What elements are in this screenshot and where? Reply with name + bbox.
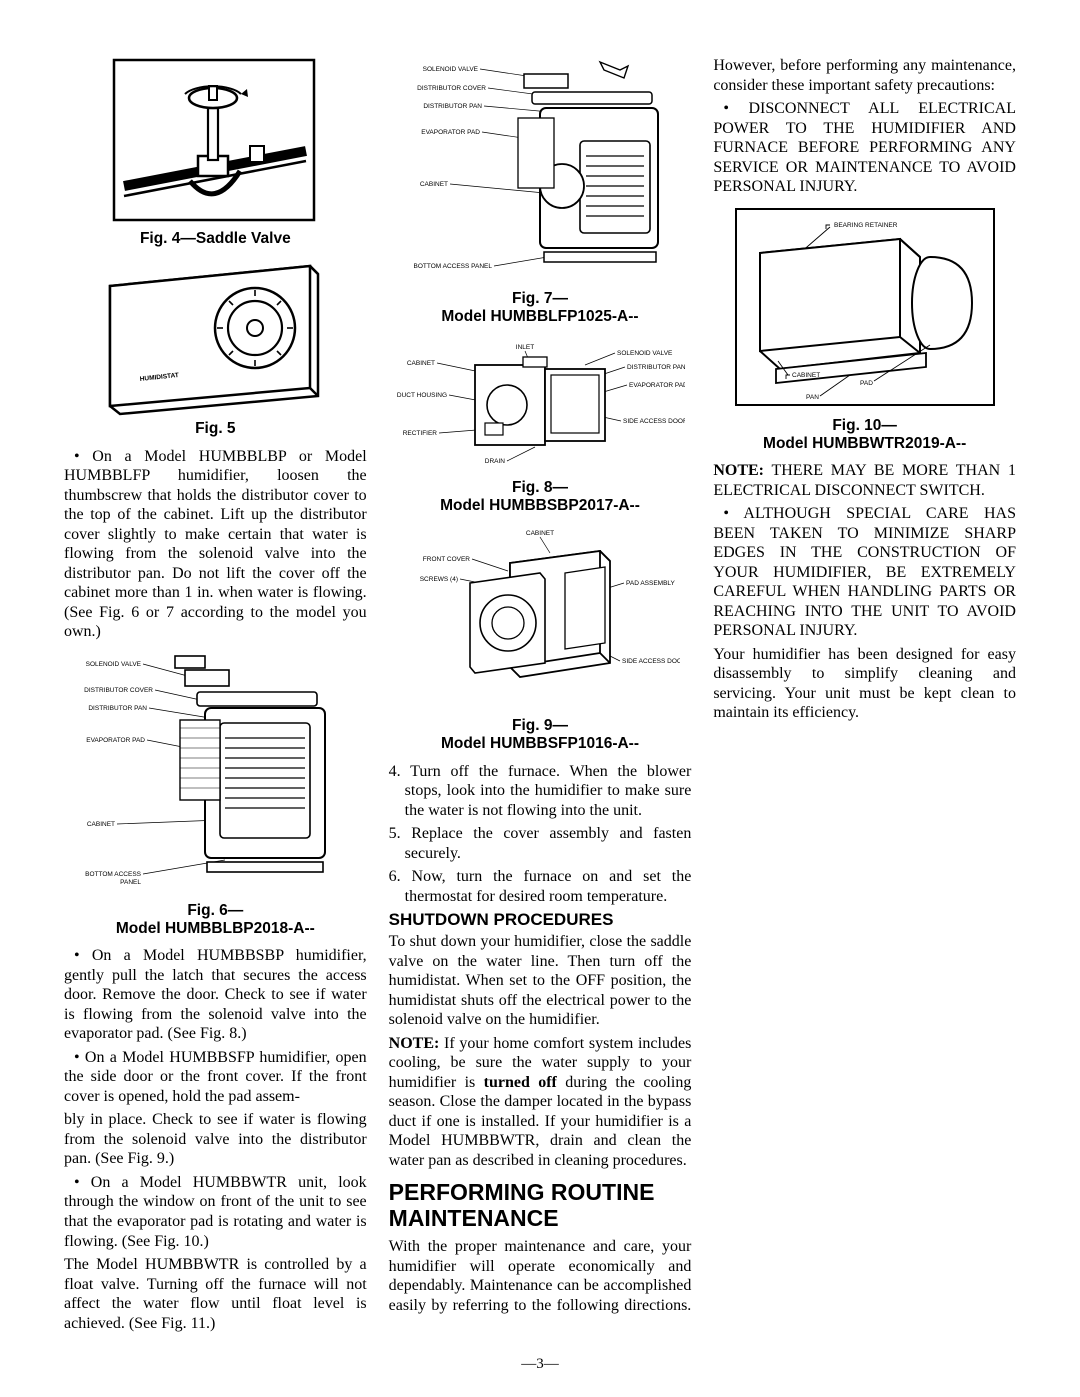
svg-text:CABINET: CABINET	[87, 821, 115, 828]
fig5: HUMIDISTAT	[64, 256, 367, 416]
fig9: CABINET FRONT COVER SCREWS (4) PAD ASSEM…	[389, 523, 692, 713]
col1-p3: • On a Model HUMBBSFP humidifier, open t…	[64, 1048, 367, 1107]
svg-text:DISTRIBUTOR PAN: DISTRIBUTOR PAN	[89, 705, 148, 712]
col2-p3: The Model HUMBBWTR is controlled by a fl…	[64, 1255, 367, 1333]
svg-text:DISTRIBUTOR COVER: DISTRIBUTOR COVER	[417, 85, 486, 92]
page-columns: Fig. 4—Saddle Valve HUMIDISTAT	[64, 56, 1016, 1346]
svg-text:CABINET: CABINET	[526, 530, 554, 537]
svg-text:SOLENOID VALVE: SOLENOID VALVE	[617, 350, 673, 357]
col2-step6: 6. Now, turn the furnace on and set the …	[389, 867, 692, 906]
svg-text:FRONT COVER: FRONT COVER	[423, 556, 470, 563]
fig9-icon: CABINET FRONT COVER SCREWS (4) PAD ASSEM…	[400, 523, 680, 713]
svg-text:SOLENOID VALVE: SOLENOID VALVE	[423, 66, 479, 73]
svg-text:CABINET: CABINET	[407, 360, 435, 367]
svg-text:EVAPORATOR PAD: EVAPORATOR PAD	[629, 382, 685, 389]
page-number: —3—	[0, 1356, 1080, 1373]
fig6: SOLENOID VALVE DISTRIBUTOR COVER DISTRIB…	[64, 648, 367, 898]
heading-shutdown: SHUTDOWN PROCEDURES	[389, 910, 692, 930]
svg-text:BEARING RETAINER: BEARING RETAINER	[834, 222, 898, 229]
svg-text:DUCT HOUSING: DUCT HOUSING	[397, 392, 447, 399]
fig6-icon: SOLENOID VALVE DISTRIBUTOR COVER DISTRIB…	[75, 648, 355, 898]
fig10: BEARING RETAINER CABINET PAD PAN	[713, 203, 1016, 413]
col3-p4: • DISCONNECT ALL ELECTRICAL POWER TO THE…	[713, 99, 1016, 197]
svg-text:PAN: PAN	[806, 394, 819, 401]
fig8-caption: Fig. 8— Model HUMBBSBP2017-A--	[389, 479, 692, 516]
fig7: SOLENOID VALVE DISTRIBUTOR COVER DISTRIB…	[389, 56, 692, 286]
col2-p2: • On a Model HUMBBWTR unit, look through…	[64, 1173, 367, 1251]
humidistat-icon: HUMIDISTAT	[100, 256, 330, 416]
fig4-caption: Fig. 4—Saddle Valve	[64, 230, 367, 248]
svg-text:DRAIN: DRAIN	[485, 458, 506, 465]
col3-p6: • ALTHOUGH SPECIAL CARE HAS BEEN TAKEN T…	[713, 504, 1016, 641]
svg-text:BOTTOM ACCESSPANEL: BOTTOM ACCESSPANEL	[85, 871, 142, 886]
heading-routine: PERFORMING ROUTINE MAINTENANCE	[389, 1180, 692, 1231]
svg-text:PAD ASSEMBLY: PAD ASSEMBLY	[626, 580, 676, 587]
col1-p2: • On a Model HUMBBSBP humidifier, gently…	[64, 946, 367, 1044]
svg-text:PAD: PAD	[860, 380, 873, 387]
fig6-caption: Fig. 6— Model HUMBBLBP2018-A--	[64, 902, 367, 939]
saddle-valve-icon	[110, 56, 320, 226]
svg-text:SOLENOID VALVE: SOLENOID VALVE	[86, 661, 142, 668]
fig7-icon: SOLENOID VALVE DISTRIBUTOR COVER DISTRIB…	[400, 56, 680, 286]
col3-p2: NOTE: If your home comfort system includ…	[389, 1034, 692, 1171]
col2-step5: 5. Replace the cover assembly and fasten…	[389, 824, 692, 863]
svg-text:SIDE ACCESS DOOR: SIDE ACCESS DOOR	[623, 418, 685, 425]
col2-step4: 4. Turn off the furnace. When the blower…	[389, 762, 692, 821]
col2-p1: bly in place. Check to see if water is f…	[64, 1110, 367, 1169]
svg-text:CABINET: CABINET	[420, 181, 448, 188]
fig8-icon: CABINET DUCT HOUSING RECTIFIER DRAIN INL…	[395, 335, 685, 475]
svg-text:BOTTOM ACCESS PANEL: BOTTOM ACCESS PANEL	[413, 263, 492, 270]
svg-text:DISTRIBUTOR COVER: DISTRIBUTOR COVER	[84, 687, 153, 694]
fig7-caption: Fig. 7— Model HUMBBLFP1025-A--	[389, 290, 692, 327]
col1-p1: • On a Model HUMBBLBP or Model HUMBBLFP …	[64, 447, 367, 642]
svg-text:EVAPORATOR PAD: EVAPORATOR PAD	[87, 737, 146, 744]
fig4	[64, 56, 367, 226]
svg-text:INLET: INLET	[516, 344, 534, 351]
col3-p1: To shut down your humidifier, close the …	[389, 932, 692, 1030]
svg-text:SIDE ACCESS DOOR: SIDE ACCESS DOOR	[622, 658, 680, 665]
fig8: CABINET DUCT HOUSING RECTIFIER DRAIN INL…	[389, 335, 692, 475]
fig5-caption: Fig. 5	[64, 420, 367, 438]
svg-text:CABINET: CABINET	[792, 372, 820, 379]
svg-text:RECTIFIER: RECTIFIER	[403, 430, 438, 437]
fig10-caption: Fig. 10— Model HUMBBWTR2019-A--	[713, 417, 1016, 454]
svg-text:SCREWS (4): SCREWS (4)	[420, 576, 458, 583]
col3-p5: NOTE: THERE MAY BE MORE THAN 1 ELECTRICA…	[713, 461, 1016, 500]
col3-p7: Your humidifier has been designed for ea…	[713, 645, 1016, 723]
fig9-caption: Fig. 9— Model HUMBBSFP1016-A--	[389, 717, 692, 754]
svg-text:DISTRIBUTOR PAN: DISTRIBUTOR PAN	[423, 103, 482, 110]
svg-text:EVAPORATOR PAD: EVAPORATOR PAD	[421, 129, 480, 136]
svg-text:DISTRIBUTOR PAN: DISTRIBUTOR PAN	[627, 364, 685, 371]
fig10-icon: BEARING RETAINER CABINET PAD PAN	[730, 203, 1000, 413]
